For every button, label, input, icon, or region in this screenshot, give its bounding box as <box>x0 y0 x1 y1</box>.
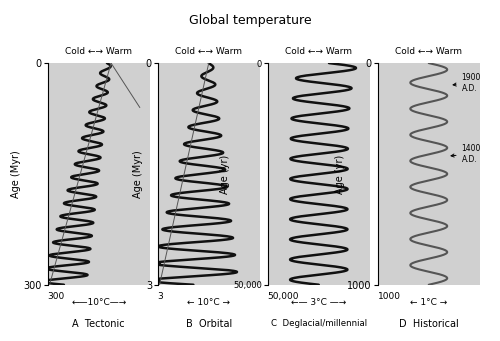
Text: ←—10°C—→: ←—10°C—→ <box>71 298 126 307</box>
Text: Cold ←→ Warm: Cold ←→ Warm <box>285 47 352 56</box>
Text: 1000: 1000 <box>378 292 400 300</box>
Text: A  Tectonic: A Tectonic <box>72 319 125 329</box>
Text: D  Historical: D Historical <box>399 319 458 329</box>
Text: ←— 3°C —→: ←— 3°C —→ <box>291 298 346 307</box>
Text: Cold ←→ Warm: Cold ←→ Warm <box>176 47 242 56</box>
Text: 1400
A.D.: 1400 A.D. <box>451 144 481 164</box>
Text: 3: 3 <box>158 292 163 300</box>
Y-axis label: Age (Myr): Age (Myr) <box>133 150 143 198</box>
Y-axis label: Age (Myr): Age (Myr) <box>11 150 21 198</box>
Text: ← 10°C →: ← 10°C → <box>187 298 230 307</box>
Text: 300: 300 <box>48 292 65 300</box>
Text: Cold ←→ Warm: Cold ←→ Warm <box>395 47 462 56</box>
Text: ← 1°C →: ← 1°C → <box>410 298 448 307</box>
Text: B  Orbital: B Orbital <box>186 319 232 329</box>
Y-axis label: Age (yr): Age (yr) <box>220 154 230 194</box>
Y-axis label: Age (yr): Age (yr) <box>334 154 344 194</box>
Text: 50,000: 50,000 <box>268 292 299 300</box>
Text: Global temperature: Global temperature <box>188 14 312 27</box>
Text: C  Deglacial/millennial: C Deglacial/millennial <box>270 319 367 328</box>
Text: Cold ←→ Warm: Cold ←→ Warm <box>65 47 132 56</box>
Text: 1900
A.D.: 1900 A.D. <box>453 73 481 93</box>
